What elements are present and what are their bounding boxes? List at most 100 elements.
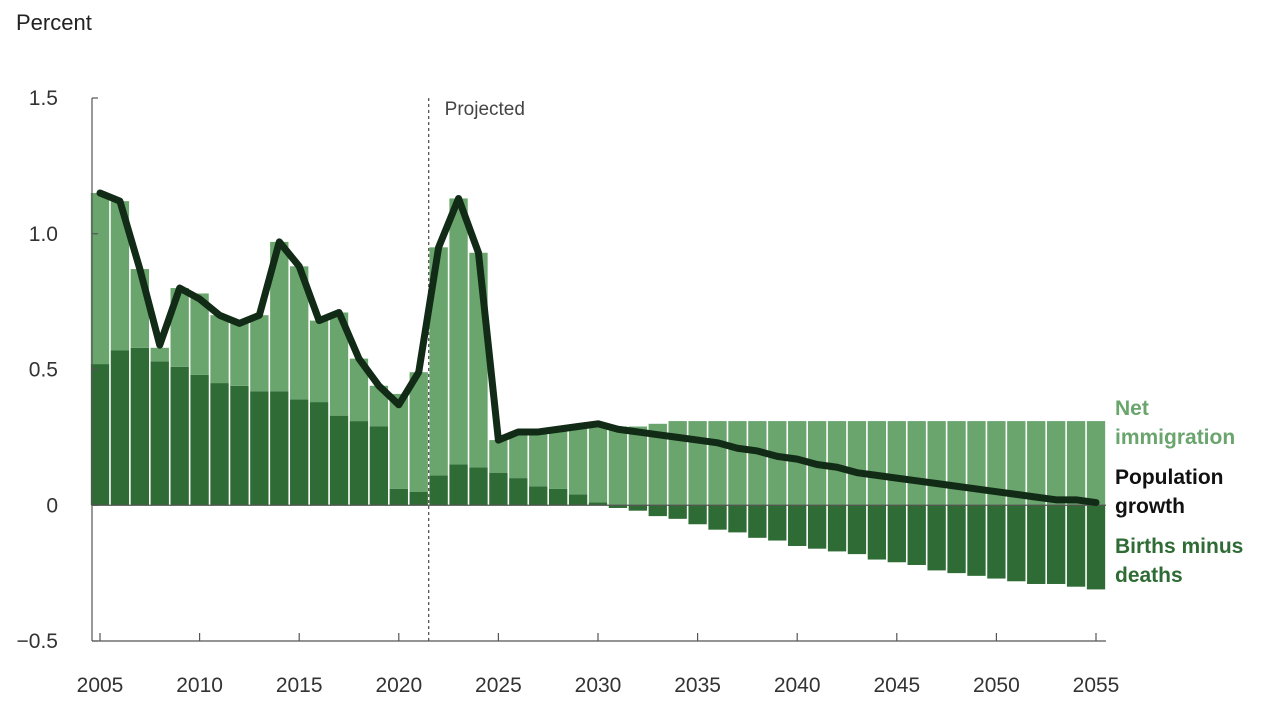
births-minus-deaths-bar xyxy=(927,505,946,571)
births-minus-deaths-bar xyxy=(907,505,926,565)
net-immigration-bar xyxy=(668,421,687,506)
net-immigration-bar xyxy=(529,431,548,487)
x-tick-label: 2005 xyxy=(77,674,124,697)
legend-net-immigration: Net immigration xyxy=(1115,397,1235,449)
net-immigration-bar xyxy=(608,426,628,506)
net-immigration-bar xyxy=(847,421,867,506)
births-minus-deaths-bar xyxy=(688,505,707,525)
net-immigration-bar xyxy=(887,421,906,506)
net-immigration-bar xyxy=(389,393,408,489)
births-minus-deaths-bar xyxy=(429,475,448,506)
births-minus-deaths-bar xyxy=(1066,505,1086,587)
net-immigration-bar xyxy=(947,421,966,506)
births-minus-deaths-bar xyxy=(210,383,229,506)
x-tick-label: 2035 xyxy=(674,674,721,697)
net-immigration-bar xyxy=(1007,421,1026,506)
legend-population-growth: Population growth xyxy=(1115,466,1224,518)
x-tick-label: 2050 xyxy=(973,674,1020,697)
line-group xyxy=(96,189,1100,507)
births-minus-deaths-bar xyxy=(847,505,867,555)
births-minus-deaths-bar xyxy=(588,502,608,506)
projected-label: Projected xyxy=(445,99,525,120)
net-immigration-bar xyxy=(449,198,468,465)
net-immigration-bar xyxy=(549,429,568,489)
births-minus-deaths-bar xyxy=(668,505,687,519)
x-tick-label: 2030 xyxy=(575,674,622,697)
net-immigration-bar xyxy=(329,312,349,416)
y-tick-label: 0 xyxy=(46,494,58,517)
births-minus-deaths-bar xyxy=(489,472,508,506)
net-immigration-bar xyxy=(568,426,588,495)
axes-group xyxy=(91,97,1106,642)
net-immigration-bar xyxy=(648,423,667,506)
births-minus-deaths-bar xyxy=(788,505,807,546)
x-tick-label: 2055 xyxy=(1073,674,1120,697)
net-immigration-bar xyxy=(827,421,847,506)
bars-group xyxy=(90,193,1106,590)
x-tick-label: 2010 xyxy=(176,674,223,697)
births-minus-deaths-bar xyxy=(768,505,787,541)
y-tick-label: 0.5 xyxy=(29,359,58,382)
net-immigration-bar xyxy=(1066,421,1086,506)
net-immigration-bar xyxy=(409,372,428,492)
births-minus-deaths-bar xyxy=(568,494,588,506)
births-minus-deaths-bar xyxy=(529,486,548,506)
net-immigration-bar xyxy=(489,440,508,473)
net-immigration-bar xyxy=(290,266,309,400)
births-minus-deaths-bar xyxy=(230,385,249,506)
net-immigration-bar xyxy=(230,323,249,386)
births-minus-deaths-bar xyxy=(1047,505,1066,584)
net-immigration-bar xyxy=(688,421,707,506)
x-tick-label: 2020 xyxy=(375,674,422,697)
net-immigration-bar xyxy=(907,421,926,506)
births-minus-deaths-bar xyxy=(728,505,747,533)
births-minus-deaths-bar xyxy=(887,505,906,563)
net-immigration-bar xyxy=(967,421,986,506)
y-tick-label: 1.5 xyxy=(29,87,58,110)
births-minus-deaths-bar xyxy=(947,505,966,574)
y-tick-label: 1.0 xyxy=(29,223,58,246)
net-immigration-bar xyxy=(509,431,528,479)
births-minus-deaths-bar xyxy=(389,488,408,506)
births-minus-deaths-bar xyxy=(369,426,389,506)
net-immigration-bar xyxy=(708,421,727,506)
births-minus-deaths-bar xyxy=(1027,505,1046,584)
y-tick-label: −0.5 xyxy=(17,630,58,653)
x-tick-label: 2040 xyxy=(774,674,821,697)
births-minus-deaths-bar xyxy=(170,366,189,506)
net-immigration-bar xyxy=(927,421,946,506)
labels-group: 1.5 1.0 0.5 0 −0.5 2005 2010 2015 2020 2025 2030 20… xyxy=(17,87,1244,697)
births-minus-deaths-bar xyxy=(648,505,667,517)
net-immigration-bar xyxy=(429,247,448,476)
net-immigration-bar xyxy=(190,293,209,375)
births-minus-deaths-bar xyxy=(190,374,209,506)
net-immigration-bar xyxy=(110,201,130,351)
births-minus-deaths-bar xyxy=(130,347,149,506)
net-immigration-bar xyxy=(1047,421,1066,506)
net-immigration-bar xyxy=(150,347,169,362)
births-minus-deaths-bar xyxy=(449,464,468,506)
population-growth-line xyxy=(96,189,1100,507)
births-minus-deaths-bar xyxy=(628,505,647,511)
net-immigration-bar xyxy=(748,421,767,506)
net-immigration-bar xyxy=(1086,421,1106,506)
births-minus-deaths-bar xyxy=(987,505,1006,579)
x-tick-label: 2015 xyxy=(276,674,323,697)
births-minus-deaths-bar xyxy=(509,478,528,506)
births-minus-deaths-bar xyxy=(150,361,169,506)
births-minus-deaths-bar xyxy=(549,488,568,506)
births-minus-deaths-bar xyxy=(1007,505,1026,582)
births-minus-deaths-bar xyxy=(90,364,110,506)
x-tick-label: 2025 xyxy=(475,674,522,697)
births-minus-deaths-bar xyxy=(469,467,488,506)
net-immigration-bar xyxy=(768,421,787,506)
births-minus-deaths-bar xyxy=(807,505,827,549)
net-immigration-bar xyxy=(250,315,269,392)
births-minus-deaths-bar xyxy=(270,391,289,506)
net-immigration-bar xyxy=(867,421,887,506)
births-minus-deaths-bar xyxy=(967,505,986,576)
births-minus-deaths-bar xyxy=(827,505,847,552)
net-immigration-bar xyxy=(270,241,289,392)
births-minus-deaths-bar xyxy=(329,415,349,506)
